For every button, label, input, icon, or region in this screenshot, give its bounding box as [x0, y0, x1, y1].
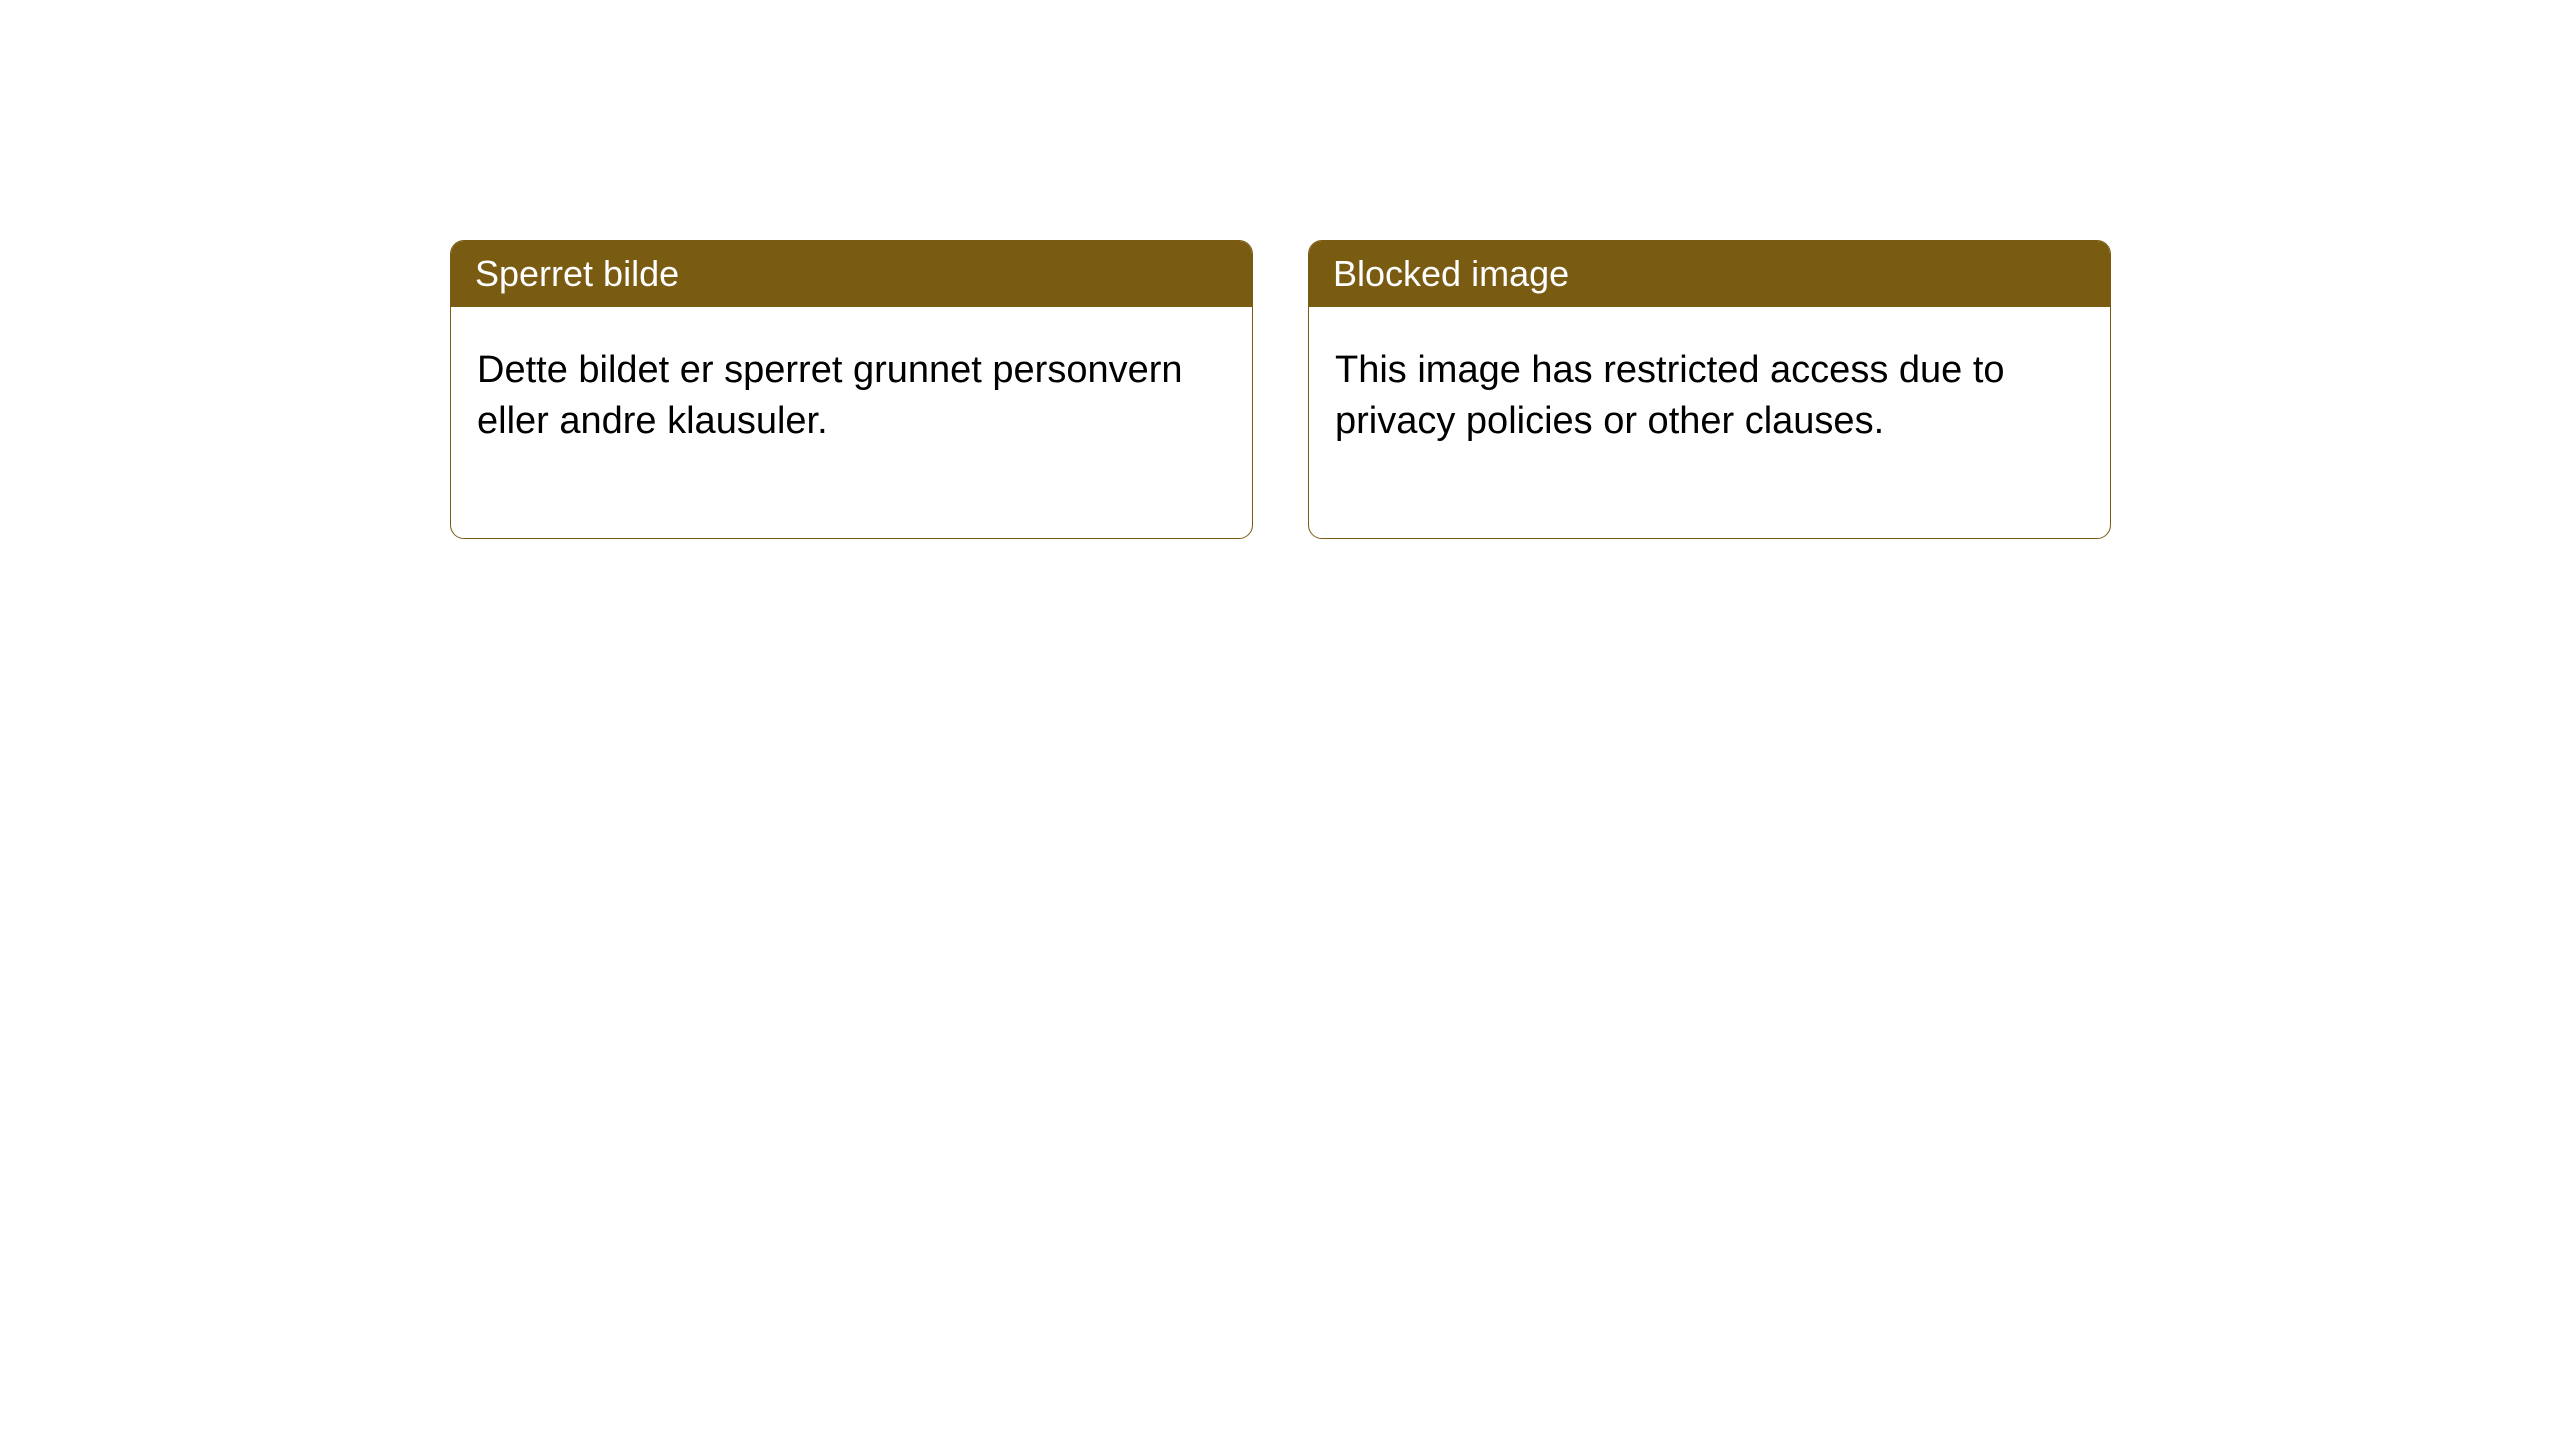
info-card-norwegian: Sperret bilde Dette bildet er sperret gr…: [450, 240, 1253, 539]
card-body: Dette bildet er sperret grunnet personve…: [451, 307, 1252, 538]
blocked-image-notice-container: Sperret bilde Dette bildet er sperret gr…: [450, 240, 2560, 539]
card-header: Sperret bilde: [451, 241, 1252, 307]
card-header: Blocked image: [1309, 241, 2110, 307]
card-body: This image has restricted access due to …: [1309, 307, 2110, 538]
info-card-english: Blocked image This image has restricted …: [1308, 240, 2111, 539]
